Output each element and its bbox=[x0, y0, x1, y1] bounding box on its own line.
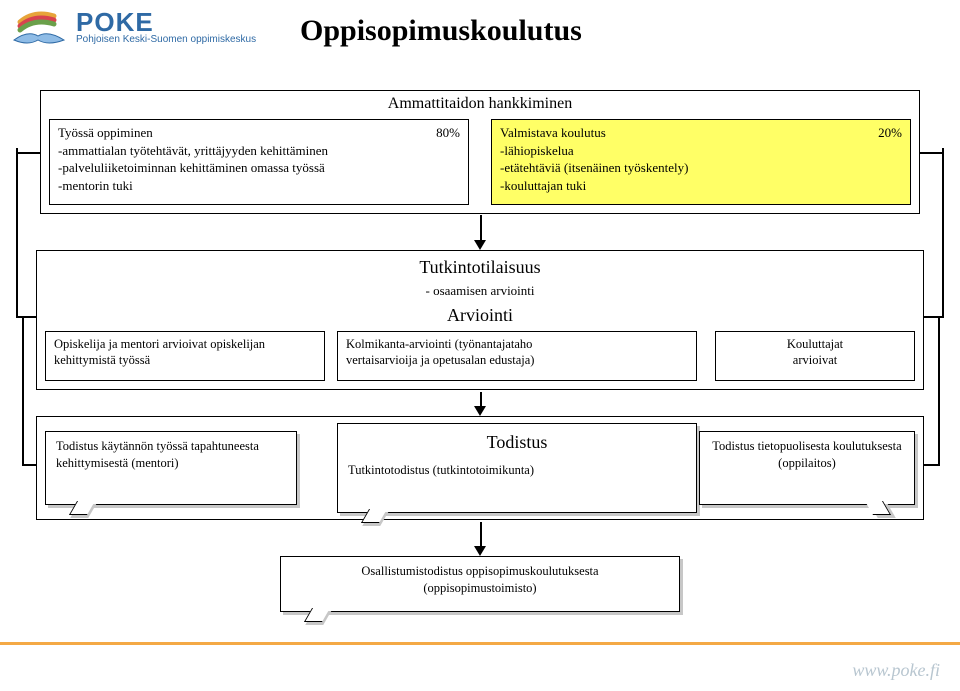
work-learning-line-3: -mentorin tuki bbox=[58, 177, 460, 195]
arrow-down-icon bbox=[474, 406, 486, 416]
connector bbox=[942, 148, 944, 318]
connector bbox=[16, 316, 36, 318]
cert-center-head: Todistus bbox=[348, 430, 686, 454]
preparatory-line-1: -lähiopiskelua bbox=[500, 142, 902, 160]
page-title: Oppisopimuskoulutus bbox=[300, 14, 582, 48]
cert-left-wrap: Todistus käytännön työssä tapahtuneesta … bbox=[45, 431, 297, 505]
cert-center-body: Tutkintotodistus (tutkintotoimikunta) bbox=[348, 462, 686, 479]
arrow-down-icon bbox=[474, 240, 486, 250]
preparatory-box: Valmistava koulutus 20% -lähiopiskelua -… bbox=[491, 119, 911, 205]
acquisition-heading: Ammattitaidon hankkiminen bbox=[41, 95, 919, 113]
assess-center: Kolmikanta-arviointi (työnantajataho ver… bbox=[337, 331, 697, 381]
work-learning-line-1: -ammattialan työtehtävät, yrittäjyyden k… bbox=[58, 142, 460, 160]
preparatory-line-2: -etätehtäviä (itsenäinen työskentely) bbox=[500, 159, 902, 177]
arrow-line bbox=[480, 522, 482, 548]
connector bbox=[22, 316, 24, 466]
logo: POKE Pohjoisen Keski-Suomen oppimiskesku… bbox=[10, 6, 256, 48]
participation-cert-wrap: Osallistumistodistus oppisopimuskoulutuk… bbox=[280, 556, 680, 612]
preparatory-pct: 20% bbox=[878, 124, 902, 142]
footer-bar bbox=[0, 642, 960, 645]
work-learning-pct: 80% bbox=[436, 124, 460, 142]
assessment-heading: Arviointi bbox=[37, 305, 923, 326]
acquisition-frame: Ammattitaidon hankkiminen Työssä oppimin… bbox=[40, 90, 920, 214]
connector bbox=[924, 316, 944, 318]
cert-right: Todistus tietopuolisesta koulutuksesta (… bbox=[699, 431, 915, 505]
connector bbox=[938, 316, 940, 466]
exam-subheading: - osaamisen arviointi bbox=[37, 283, 923, 299]
work-learning-title: Työssä oppiminen bbox=[58, 124, 153, 142]
connector bbox=[16, 148, 18, 318]
arrow-line bbox=[480, 215, 482, 241]
participation-cert: Osallistumistodistus oppisopimuskoulutuk… bbox=[280, 556, 680, 612]
cert-right-wrap: Todistus tietopuolisesta koulutuksesta (… bbox=[699, 431, 915, 505]
work-learning-box: Työssä oppiminen 80% -ammattialan työteh… bbox=[49, 119, 469, 205]
footer-url: www.poke.fi bbox=[852, 660, 940, 681]
logo-sub-text: Pohjoisen Keski-Suomen oppimiskeskus bbox=[76, 35, 256, 45]
certificate-frame: Todistus käytännön työssä tapahtuneesta … bbox=[36, 416, 924, 520]
work-learning-line-2: -palveluliiketoiminnan kehittäminen omas… bbox=[58, 159, 460, 177]
preparatory-title: Valmistava koulutus bbox=[500, 124, 606, 142]
exam-heading: Tutkintotilaisuus bbox=[37, 257, 923, 278]
connector bbox=[22, 464, 36, 466]
preparatory-line-3: -kouluttajan tuki bbox=[500, 177, 902, 195]
connector bbox=[924, 464, 940, 466]
assess-left: Opiskelija ja mentori arvioivat opiskeli… bbox=[45, 331, 325, 381]
cert-center-wrap: Todistus Tutkintotodistus (tutkintotoimi… bbox=[337, 423, 697, 513]
connector bbox=[920, 152, 944, 154]
logo-main-text: POKE bbox=[76, 9, 256, 35]
slide: POKE Pohjoisen Keski-Suomen oppimiskesku… bbox=[0, 0, 960, 691]
assess-right: Kouluttajat arvioivat bbox=[715, 331, 915, 381]
cert-left: Todistus käytännön työssä tapahtuneesta … bbox=[45, 431, 297, 505]
logo-icon bbox=[10, 6, 68, 48]
exam-frame: Tutkintotilaisuus - osaamisen arviointi … bbox=[36, 250, 924, 390]
arrow-down-icon bbox=[474, 546, 486, 556]
connector bbox=[16, 152, 40, 154]
cert-center: Todistus Tutkintotodistus (tutkintotoimi… bbox=[337, 423, 697, 513]
